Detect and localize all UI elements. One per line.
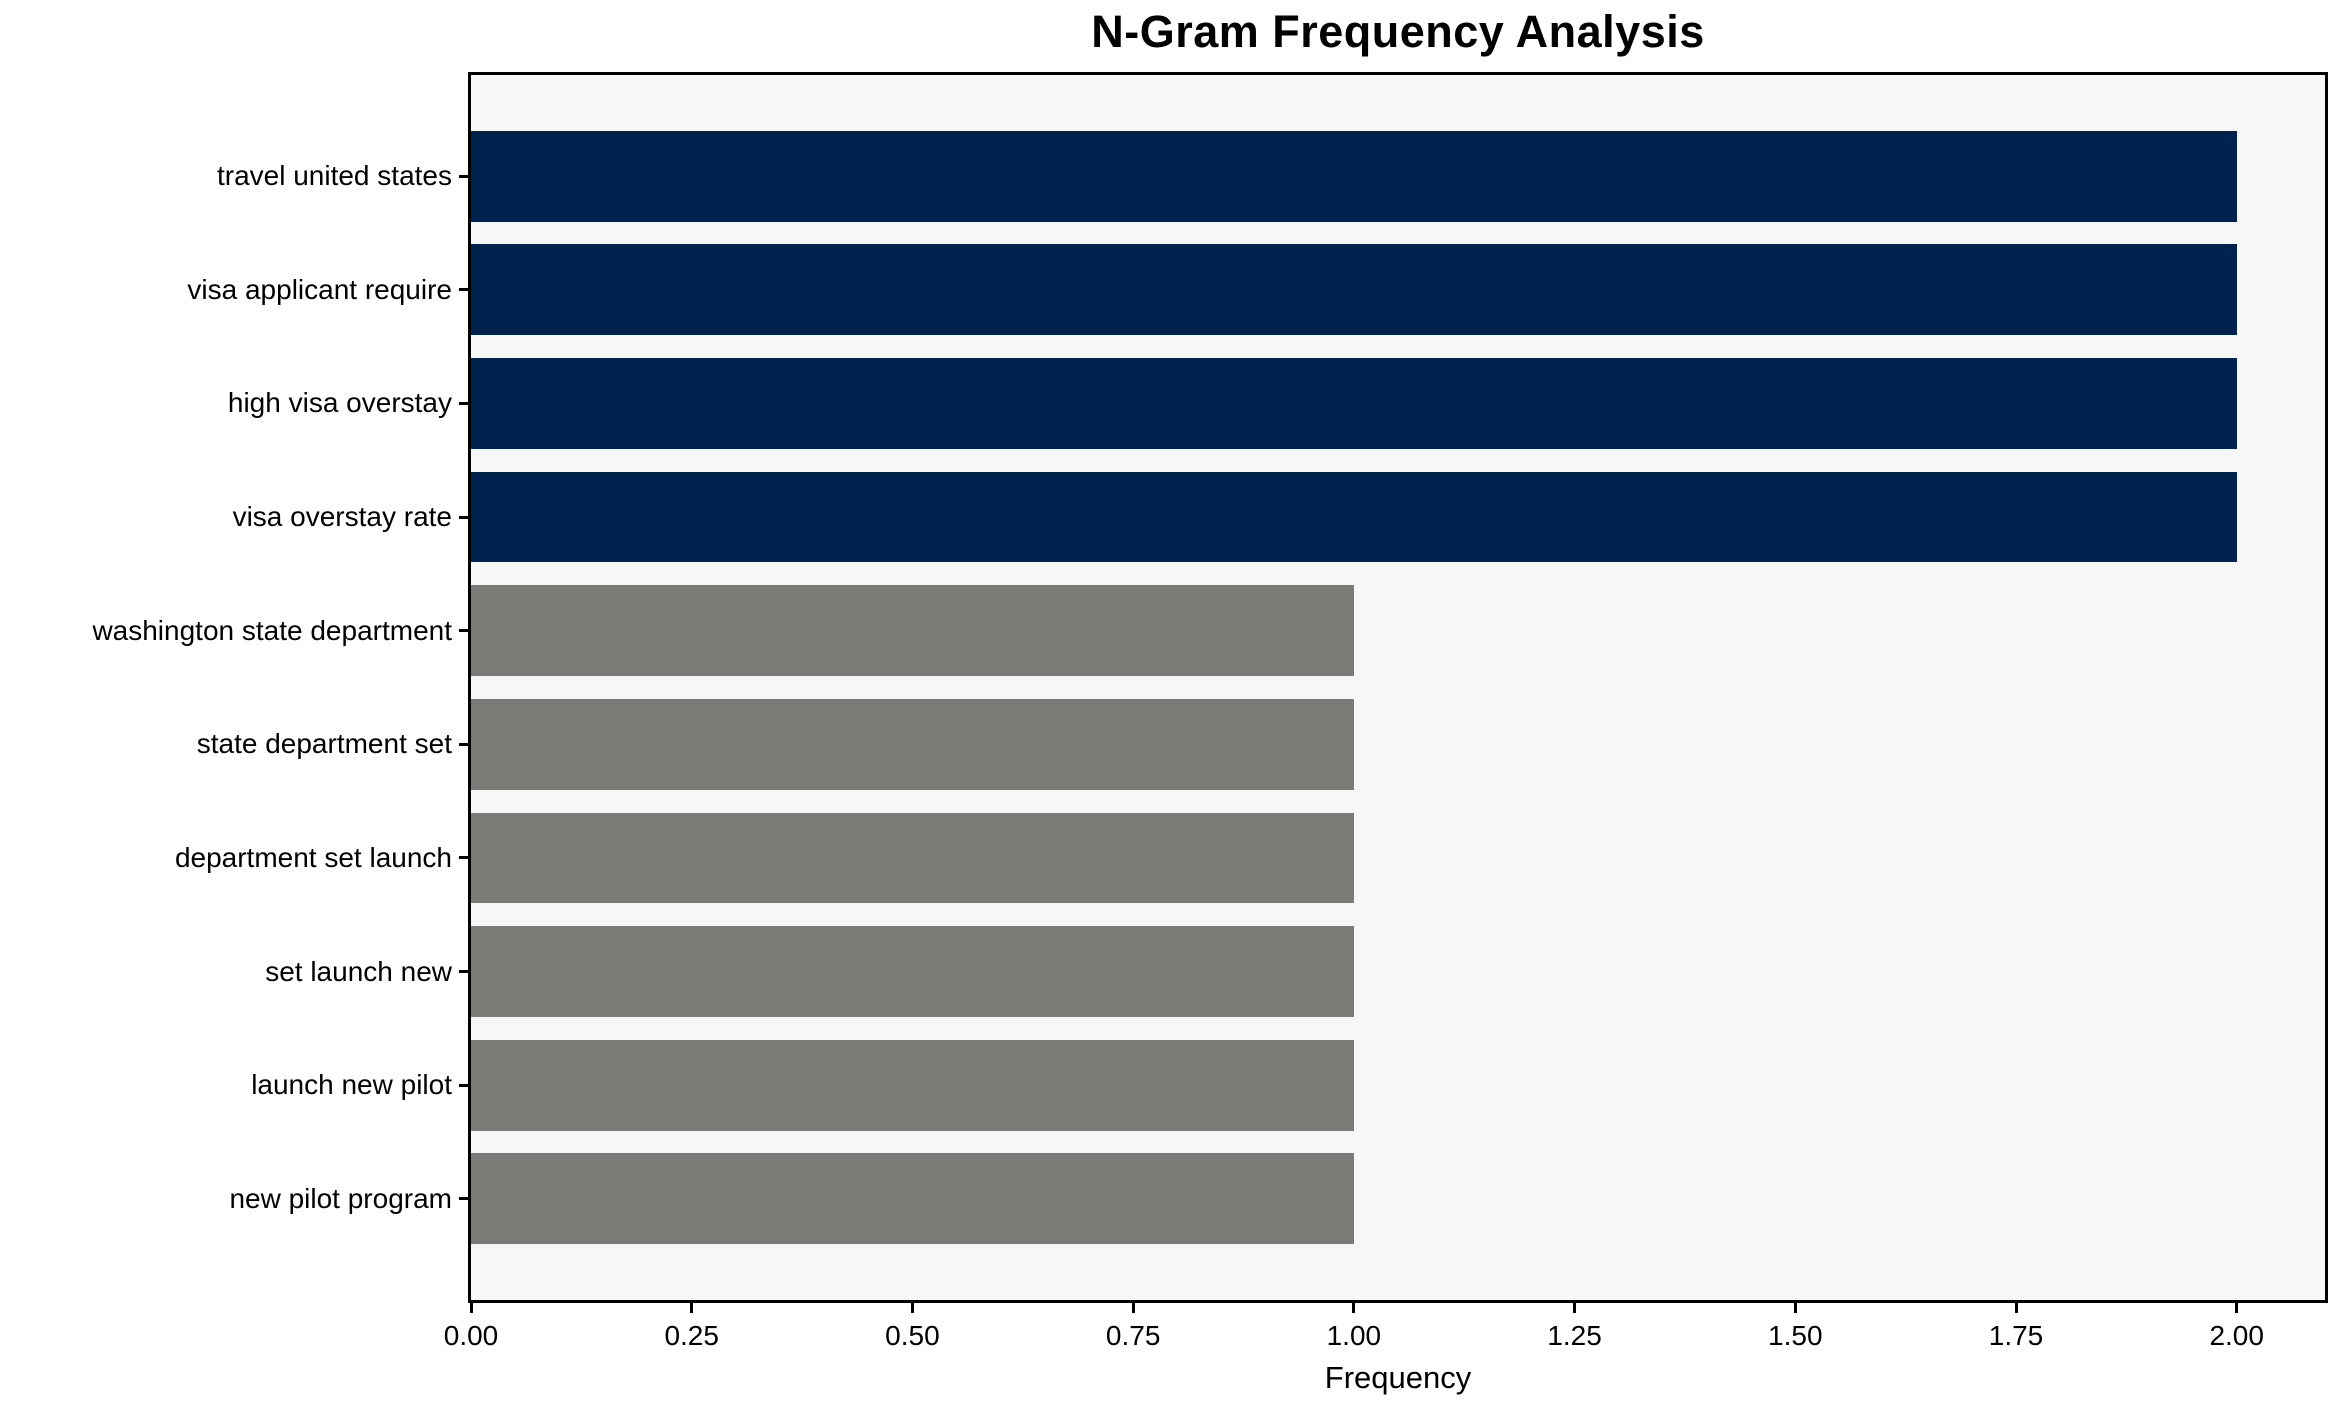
y-tick-label: state department set [196,728,452,760]
x-tick-mark [910,1303,914,1313]
y-tick-label: new pilot program [229,1182,452,1214]
bars-container [471,75,2325,1300]
x-tick-mark [2235,1303,2239,1313]
y-tick-mark [459,629,468,633]
y-tick-label: set launch new [265,955,452,987]
bar-9 [471,1039,1354,1131]
x-tick-label: 0.50 [885,1320,940,1351]
y-tick-label: department set launch [174,841,452,873]
y-tick-label: launch new pilot [251,1069,452,1101]
x-tick-label: 0.00 [443,1320,499,1351]
x-tick-label: 1.50 [1768,1320,1823,1351]
x-tick-mark [1573,1303,1577,1313]
y-tick-mark [459,1083,468,1087]
bar-8 [471,926,1354,1018]
x-tick-mark [1352,1303,1356,1313]
x-tick-mark [1131,1303,1135,1313]
y-tick-mark [459,515,468,519]
x-tick-label: 1.75 [1988,1320,2044,1351]
y-tick-mark [459,174,468,178]
bar-2 [471,244,2237,336]
y-tick-mark [459,856,468,860]
y-tick-mark [459,742,468,746]
y-tick-label: visa applicant require [187,273,452,305]
x-tick-mark [690,1303,694,1313]
x-tick-mark [469,1303,473,1313]
y-tick-label: travel united states [216,160,452,192]
y-tick-mark [459,288,468,292]
bar-1 [471,130,2237,222]
bar-6 [471,698,1354,790]
y-tick-mark [459,970,468,974]
plot-area [468,72,2328,1303]
x-tick-label: 1.25 [1547,1320,1602,1351]
y-tick-label: high visa overstay [227,387,452,419]
bar-5 [471,585,1354,677]
y-tick-label: visa overstay rate [232,501,452,533]
x-tick-label: 0.75 [1105,1320,1161,1351]
x-axis-label: Frequency [1324,1360,1472,1395]
chart-title: N-Gram Frequency Analysis [1091,6,1705,57]
y-tick-mark [459,401,468,405]
y-tick-mark [459,1197,468,1201]
y-tick-label: washington state department [92,614,452,646]
bar-7 [471,812,1354,904]
bar-10 [471,1153,1354,1245]
x-tick-label: 0.25 [664,1320,719,1351]
x-tick-label: 2.00 [2209,1320,2264,1351]
bar-3 [471,357,2237,449]
x-tick-label: 1.00 [1326,1320,1382,1351]
x-tick-mark [2014,1303,2018,1313]
bar-4 [471,471,2237,563]
x-tick-mark [1793,1303,1797,1313]
